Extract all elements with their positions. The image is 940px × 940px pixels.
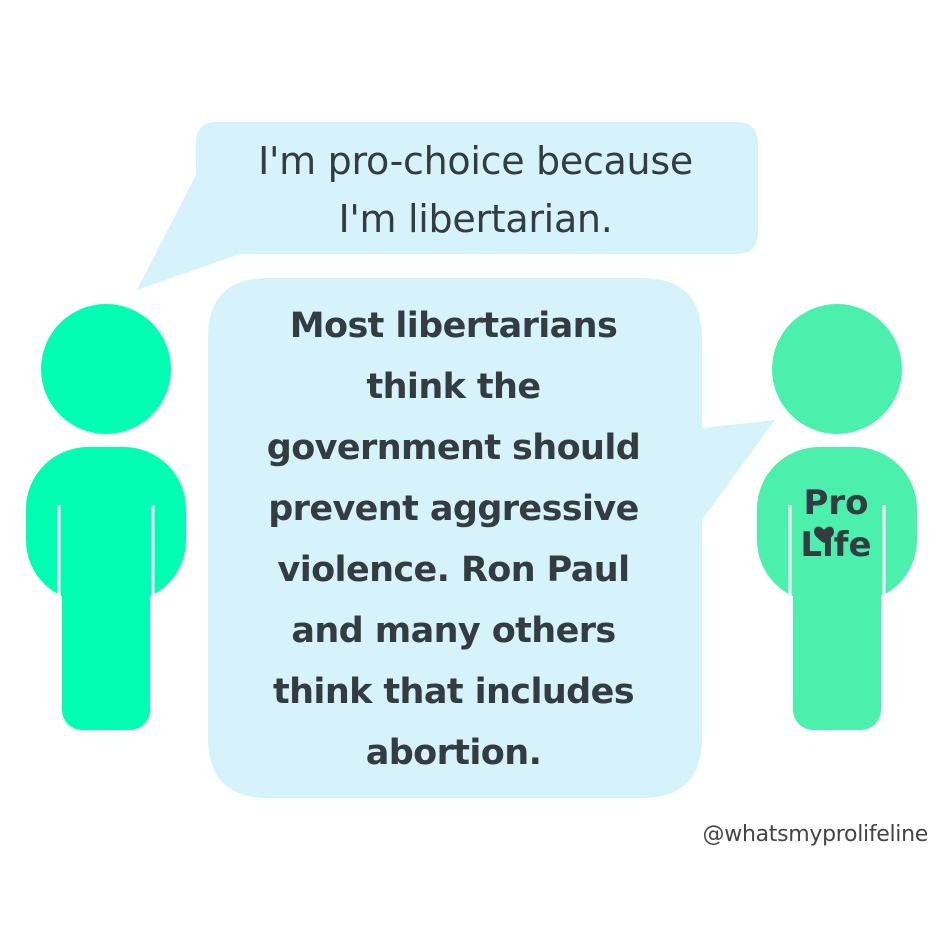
speech-line: prevent aggressive: [268, 489, 639, 529]
speech-line: and many others: [291, 611, 616, 651]
credit-handle: @whatsmyprolifeline: [702, 822, 929, 847]
speech-line: abortion.: [365, 733, 542, 773]
speech-line: think that includes: [272, 672, 635, 712]
speech-bubble-2-text: Most libertarians think the government s…: [205, 300, 702, 780]
speech-line: I'm libertarian.: [338, 197, 613, 241]
heart-icon: [814, 526, 834, 543]
speech-line: I'm pro-choice because: [258, 139, 693, 183]
speech-line: Most libertarians: [289, 306, 618, 346]
person-icon: [26, 304, 186, 730]
speech-line: think the: [366, 367, 541, 407]
shirt-line: Life: [800, 525, 872, 565]
shirt-line: Pro: [803, 483, 869, 523]
speech-line: government should: [266, 428, 641, 468]
speech-bubble-1-text: I'm pro-choice because I'm libertarian.: [193, 132, 758, 248]
person-icon: [757, 304, 917, 730]
speech-line: violence. Ron Paul: [277, 550, 630, 590]
shirt-text: Pro Life: [770, 482, 902, 566]
